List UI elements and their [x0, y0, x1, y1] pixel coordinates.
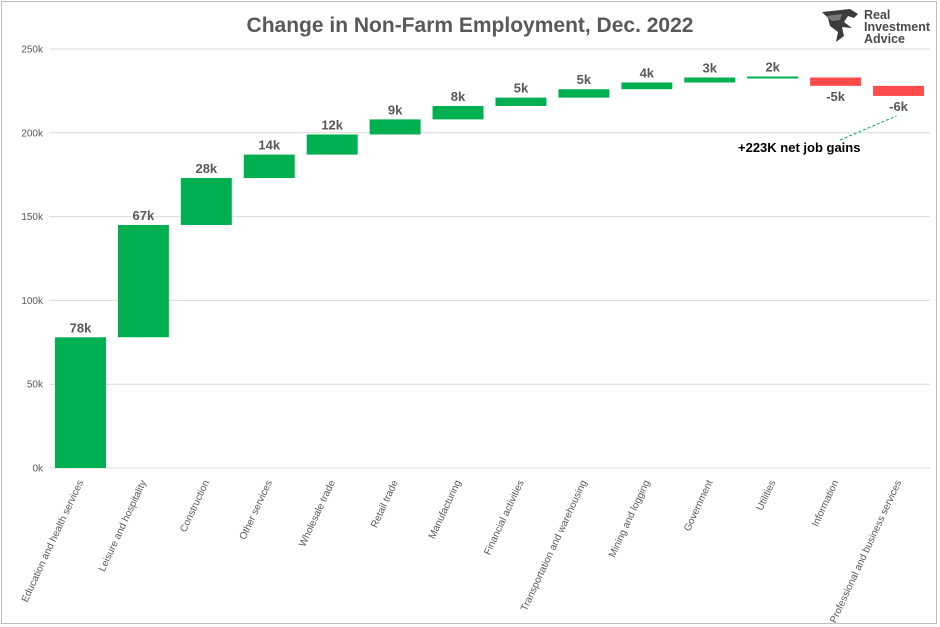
data-label-leisure-and-hospitality: 67k: [133, 208, 155, 223]
data-label-construction: 28k: [195, 161, 217, 176]
x-tick-label-mining-and-logging: Mining and logging: [607, 479, 652, 560]
y-tick-label: 100k: [21, 296, 44, 307]
logo-text-advice: Advice: [864, 32, 905, 46]
data-label-government: 3k: [703, 60, 718, 75]
logo-text-real: Real: [864, 8, 890, 22]
bar-leisure-and-hospitality: [117, 224, 169, 338]
x-tick-label-professional-and-business-services: Professional and business services: [828, 479, 904, 625]
x-tick-label-financial-activities: Financial activities: [482, 479, 526, 557]
data-label-manufacturing: 8k: [451, 89, 466, 104]
bar-education-and-health-services: [54, 337, 106, 468]
x-tick-label-construction: Construction: [178, 479, 212, 535]
data-labels: 78k 67k 28k 14k 12k 9k 8k 5k 5k 4k 3k 2k -5k -6k: [70, 59, 909, 335]
annotation-leader-line: [839, 115, 897, 141]
x-tick-label-manufacturing: Manufacturing: [427, 479, 464, 541]
y-tick-label: 250k: [21, 45, 44, 56]
logo-text-investment: Investment: [864, 20, 931, 34]
eagle-logo-icon: [822, 9, 858, 42]
data-label-information: -5k: [826, 89, 846, 104]
x-tick-label-education-and-health-services: Education and health services: [20, 479, 86, 605]
data-label-financial-activities: 5k: [514, 81, 529, 96]
data-label-professional-and-business-services: -6k: [889, 99, 909, 114]
data-label-education-and-health-services: 78k: [70, 320, 92, 335]
bar-professional-and-business-services: [873, 85, 925, 96]
y-tick-label: 0k: [32, 464, 44, 475]
y-tick-label: 150k: [21, 212, 44, 223]
bar-transportation-and-warehousing: [558, 89, 610, 98]
x-tick-label-retail-trade: Retail trade: [369, 478, 401, 529]
bar-retail-trade: [369, 119, 421, 135]
data-label-other-services: 14k: [258, 138, 280, 153]
x-tick-label-information: Information: [810, 479, 841, 529]
bar-information: [810, 77, 862, 86]
x-tick-label-transportation-and-warehousing: Transportation and warehousing: [519, 479, 589, 613]
x-tick-label-leisure-and-hospitality: Leisure and hospitality: [97, 479, 149, 574]
bars: [54, 76, 925, 468]
data-label-mining-and-logging: 4k: [640, 66, 655, 81]
data-label-transportation-and-warehousing: 5k: [577, 72, 592, 87]
chart-title: Change in Non-Farm Employment, Dec. 2022: [247, 14, 694, 37]
y-tick-label: 200k: [21, 128, 44, 139]
data-label-wholesale-trade: 12k: [321, 117, 343, 132]
bar-government: [684, 77, 736, 83]
x-tick-label-other-services: Other services: [238, 479, 275, 542]
y-axis: 0k 50k 100k 150k 200k 250k: [21, 45, 44, 475]
logo: Real Investment Advice: [822, 8, 931, 46]
bar-financial-activities: [495, 97, 547, 106]
data-label-utilities: 2k: [765, 59, 780, 74]
x-axis: Education and health services Leisure and…: [20, 478, 904, 625]
x-tick-label-utilities: Utilities: [755, 479, 779, 513]
annotation-net-job-gains: +223K net job gains: [738, 140, 860, 155]
x-tick-label-government: Government: [682, 478, 715, 533]
x-tick-label-wholesale-trade: Wholesale trade: [297, 478, 338, 549]
y-tick-label: 50k: [27, 380, 44, 391]
bar-other-services: [243, 154, 295, 179]
bar-construction: [180, 178, 232, 225]
data-label-retail-trade: 9k: [388, 102, 403, 117]
bar-manufacturing: [432, 105, 484, 120]
gridlines: [49, 48, 930, 469]
bar-mining-and-logging: [621, 82, 673, 90]
bar-utilities: [747, 76, 799, 79]
bar-wholesale-trade: [306, 134, 358, 155]
